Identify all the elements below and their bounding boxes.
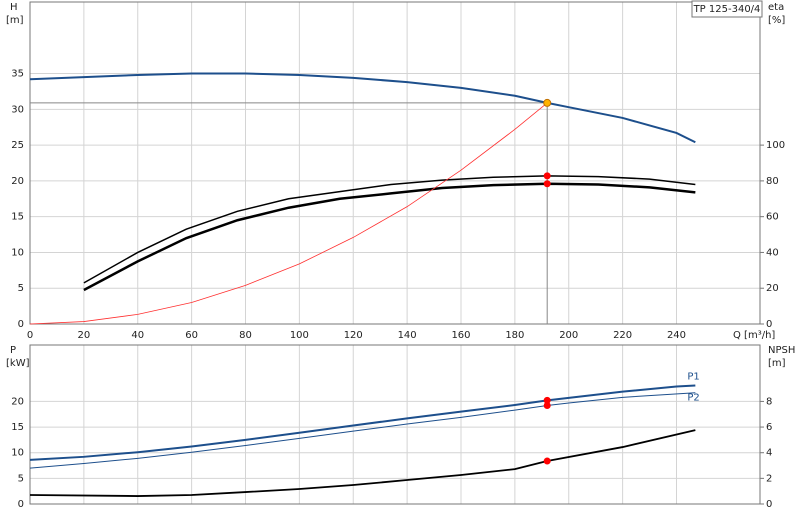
y2-tick-label: 60	[766, 212, 779, 223]
y2-tick-label: 2	[766, 473, 772, 484]
y-tick-label: 30	[11, 104, 24, 115]
x-tick-label: 200	[559, 330, 578, 341]
y-tick-label: 20	[11, 396, 24, 407]
y2-tick-label: 100	[766, 140, 785, 151]
y-tick-label: 15	[11, 422, 24, 433]
y-tick-label: 35	[11, 69, 24, 80]
operating-point	[543, 396, 551, 404]
operating-point	[543, 172, 551, 180]
y-tick-label: 25	[11, 140, 24, 151]
y2-tick-label: 4	[766, 448, 772, 459]
plot-frame	[29, 344, 761, 505]
y2-axis-unit: [m]	[768, 358, 786, 369]
series-line	[29, 72, 696, 144]
y2-tick-label: 20	[766, 283, 779, 294]
y2-tick-label: 0	[766, 499, 772, 510]
y2-axis-unit: [%]	[768, 15, 785, 26]
y-tick-label: 0	[18, 499, 24, 510]
y-axis-unit: [m]	[6, 15, 24, 26]
x-tick-label: 240	[667, 330, 686, 341]
y-tick-label: 5	[18, 283, 24, 294]
operating-point	[543, 457, 551, 465]
y-axis-label: P	[10, 345, 16, 356]
x-tick-label: 140	[398, 330, 417, 341]
x-axis-label: Q [m³/h]	[733, 330, 775, 341]
x-tick-label: 220	[613, 330, 632, 341]
plot-frame	[29, 1, 761, 325]
y2-axis-label: eta	[768, 2, 784, 13]
operating-point	[543, 402, 551, 410]
x-tick-label: 180	[505, 330, 524, 341]
y2-tick-label: 8	[766, 396, 772, 407]
y-tick-label: 20	[11, 176, 24, 187]
series-line	[29, 429, 696, 497]
x-tick-label: 60	[185, 330, 198, 341]
y-axis-unit: [kW]	[6, 358, 30, 369]
series-line	[83, 175, 696, 284]
y2-tick-label: 6	[766, 422, 772, 433]
operating-point	[543, 180, 551, 188]
series-label: P1	[687, 372, 699, 383]
x-tick-label: 40	[131, 330, 144, 341]
y-tick-label: 10	[11, 247, 24, 258]
x-tick-label: 80	[239, 330, 252, 341]
series-line	[83, 182, 696, 292]
y-tick-label: 0	[18, 319, 24, 330]
series-line	[29, 384, 696, 461]
y-axis-label: H	[10, 2, 18, 13]
y2-axis-label: NPSH	[768, 345, 795, 356]
chart-title: TP 125-340/4	[693, 4, 761, 15]
y2-tick-label: 40	[766, 247, 779, 258]
y2-tick-label: 0	[766, 319, 772, 330]
x-tick-label: 160	[451, 330, 470, 341]
y-tick-label: 5	[18, 473, 24, 484]
title-box	[691, 0, 763, 18]
x-tick-label: 20	[78, 330, 91, 341]
series-label: P2	[687, 393, 699, 404]
x-tick-label: 120	[344, 330, 363, 341]
series-line	[29, 102, 548, 325]
y-tick-label: 10	[11, 448, 24, 459]
y2-tick-label: 80	[766, 176, 779, 187]
series-line	[29, 392, 696, 469]
operating-point	[543, 98, 552, 107]
x-tick-label: 0	[27, 330, 33, 341]
y-tick-label: 15	[11, 212, 24, 223]
x-tick-label: 100	[290, 330, 309, 341]
